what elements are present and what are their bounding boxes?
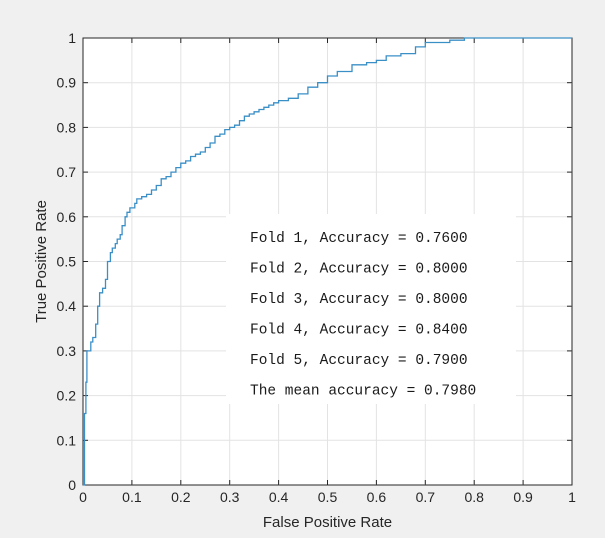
annotation-line: Fold 1, Accuracy = 0.7600 (250, 231, 468, 247)
x-tick-label: 0.9 (513, 489, 533, 505)
y-tick-label: 0.4 (57, 298, 77, 314)
y-tick-label: 1 (68, 30, 76, 46)
annotation-text: Fold 1, Accuracy = 0.7600 Fold 2, Accurac… (250, 231, 476, 400)
y-tick-label: 0.9 (57, 75, 77, 91)
roc-curve (83, 37, 572, 486)
annotation-line: Fold 4, Accuracy = 0.8400 (250, 323, 468, 339)
y-tick-label: 0.3 (57, 343, 77, 359)
x-tick-label: 0 (79, 489, 87, 505)
y-axis-label: True Positive Rate (33, 200, 50, 323)
x-tick-label: 0.2 (171, 489, 191, 505)
y-tick-label: 0 (68, 477, 76, 493)
annotation-line: Fold 2, Accuracy = 0.8000 (250, 262, 468, 278)
y-tick-label: 0.5 (57, 254, 77, 270)
y-tick-label: 0.8 (57, 119, 77, 135)
y-tick-label: 0.2 (57, 388, 77, 404)
annotation-line: Fold 5, Accuracy = 0.7900 (250, 353, 468, 369)
y-tick-label: 0.6 (57, 209, 77, 225)
x-tick-label: 0.1 (122, 489, 142, 505)
x-tick-label: 0.6 (367, 489, 387, 505)
annotation-box (226, 214, 516, 404)
y-ticks: 0 0.1 0.2 0.3 0.4 0.5 0.6 0.7 0.8 0.9 1 (57, 30, 572, 493)
x-tick-label: 0.5 (318, 489, 338, 505)
x-ticks: 0 0.1 0.2 0.3 0.4 0.5 0.6 0.7 0.8 0.9 1 (79, 38, 576, 505)
x-tick-label: 0.3 (220, 489, 240, 505)
x-tick-label: 0.4 (269, 489, 289, 505)
x-tick-label: 0.8 (464, 489, 484, 505)
y-tick-label: 0.1 (57, 432, 77, 448)
annotation-line: The mean accuracy = 0.7980 (250, 384, 476, 400)
x-tick-label: 1 (568, 489, 576, 505)
x-axis-label: False Positive Rate (263, 514, 392, 531)
x-tick-label: 0.7 (416, 489, 436, 505)
y-tick-label: 0.7 (57, 164, 77, 180)
annotation-line: Fold 3, Accuracy = 0.8000 (250, 292, 468, 308)
